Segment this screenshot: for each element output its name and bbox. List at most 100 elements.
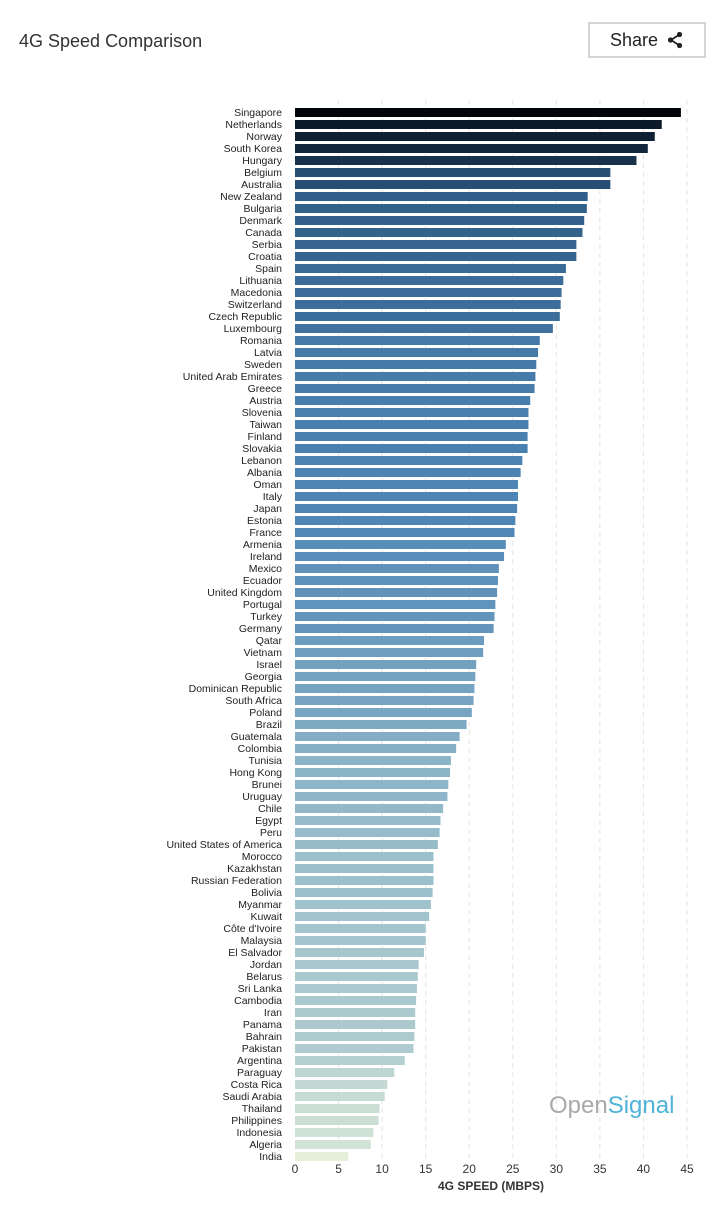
- bar[interactable]: [295, 576, 498, 585]
- bar[interactable]: [295, 336, 540, 345]
- bar[interactable]: [295, 300, 561, 309]
- bar[interactable]: [295, 744, 457, 753]
- category-label: Guatemala: [231, 731, 283, 743]
- bar[interactable]: [295, 672, 476, 681]
- bar[interactable]: [295, 468, 521, 477]
- bar[interactable]: [295, 216, 585, 225]
- bar[interactable]: [295, 480, 519, 489]
- category-label: Sweden: [244, 359, 282, 371]
- bar[interactable]: [295, 792, 448, 801]
- bar[interactable]: [295, 528, 515, 537]
- bar[interactable]: [295, 780, 449, 789]
- bar[interactable]: [295, 444, 528, 453]
- category-label: Russian Federation: [191, 875, 282, 887]
- bar[interactable]: [295, 1068, 395, 1077]
- bar[interactable]: [295, 696, 474, 705]
- bar[interactable]: [295, 1140, 371, 1149]
- bar[interactable]: [295, 936, 426, 945]
- bar[interactable]: [295, 564, 499, 573]
- bar[interactable]: [295, 1092, 385, 1101]
- bar[interactable]: [295, 828, 440, 837]
- bar[interactable]: [295, 228, 583, 237]
- category-label: Australia: [241, 179, 282, 191]
- category-label: Kuwait: [250, 911, 282, 923]
- bar[interactable]: [295, 612, 495, 621]
- bar[interactable]: [295, 588, 498, 597]
- bar[interactable]: [295, 924, 426, 933]
- bar[interactable]: [295, 192, 588, 201]
- bar[interactable]: [295, 492, 519, 501]
- bar[interactable]: [295, 144, 648, 153]
- bar[interactable]: [295, 348, 539, 357]
- bar[interactable]: [295, 168, 611, 177]
- bar[interactable]: [295, 276, 564, 285]
- bar[interactable]: [295, 120, 662, 129]
- bar[interactable]: [295, 408, 529, 417]
- bar[interactable]: [295, 1008, 416, 1017]
- bar[interactable]: [295, 204, 587, 213]
- bar[interactable]: [295, 432, 528, 441]
- bar[interactable]: [295, 708, 472, 717]
- bar[interactable]: [295, 252, 577, 261]
- bar[interactable]: [295, 420, 529, 429]
- bar[interactable]: [295, 156, 637, 165]
- bar[interactable]: [295, 984, 417, 993]
- bar[interactable]: [295, 1020, 416, 1029]
- bar[interactable]: [295, 900, 431, 909]
- bar[interactable]: [295, 660, 477, 669]
- bar[interactable]: [295, 840, 438, 849]
- bar[interactable]: [295, 624, 494, 633]
- bar[interactable]: [295, 960, 419, 969]
- bar[interactable]: [295, 756, 451, 765]
- bar[interactable]: [295, 1080, 388, 1089]
- bar[interactable]: [295, 108, 681, 117]
- bar[interactable]: [295, 1104, 380, 1113]
- bar[interactable]: [295, 504, 518, 513]
- share-button[interactable]: Share: [588, 22, 706, 58]
- bar[interactable]: [295, 852, 434, 861]
- bar[interactable]: [295, 1056, 405, 1065]
- bar[interactable]: [295, 720, 467, 729]
- bar[interactable]: [295, 384, 535, 393]
- bar[interactable]: [295, 684, 475, 693]
- bar[interactable]: [295, 396, 531, 405]
- bar[interactable]: [295, 816, 441, 825]
- bar[interactable]: [295, 288, 562, 297]
- bar[interactable]: [295, 312, 560, 321]
- bar[interactable]: [295, 804, 444, 813]
- bar[interactable]: [295, 972, 418, 981]
- category-label: South Korea: [224, 143, 283, 155]
- bar[interactable]: [295, 264, 566, 273]
- bar[interactable]: [295, 864, 434, 873]
- category-label: Albania: [247, 467, 282, 479]
- bar[interactable]: [295, 516, 516, 525]
- bar[interactable]: [295, 324, 553, 333]
- bar[interactable]: [295, 948, 424, 957]
- bar[interactable]: [295, 888, 433, 897]
- bar[interactable]: [295, 912, 430, 921]
- bar[interactable]: [295, 180, 611, 189]
- bar[interactable]: [295, 360, 537, 369]
- bar[interactable]: [295, 636, 485, 645]
- bar[interactable]: [295, 996, 417, 1005]
- bar[interactable]: [295, 132, 655, 141]
- bar[interactable]: [295, 768, 451, 777]
- category-label: Germany: [239, 623, 283, 635]
- bar[interactable]: [295, 540, 506, 549]
- bar[interactable]: [295, 1116, 379, 1125]
- bar[interactable]: [295, 1152, 349, 1161]
- bar[interactable]: [295, 1044, 414, 1053]
- category-label: Saudi Arabia: [222, 1091, 282, 1103]
- bar[interactable]: [295, 456, 523, 465]
- bar[interactable]: [295, 1032, 415, 1041]
- bar[interactable]: [295, 372, 536, 381]
- bar[interactable]: [295, 240, 577, 249]
- bar[interactable]: [295, 552, 505, 561]
- bar[interactable]: [295, 600, 496, 609]
- bar[interactable]: [295, 648, 484, 657]
- bar[interactable]: [295, 1128, 374, 1137]
- bar[interactable]: [295, 732, 460, 741]
- category-label: Panama: [243, 1019, 282, 1031]
- bar[interactable]: [295, 876, 434, 885]
- category-label: Peru: [260, 827, 282, 839]
